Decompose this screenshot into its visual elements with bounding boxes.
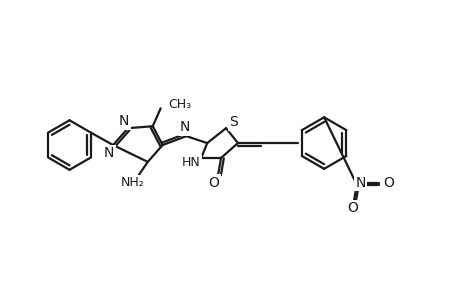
Text: HN: HN	[182, 156, 200, 170]
Text: S: S	[229, 115, 238, 129]
Text: N: N	[118, 114, 129, 128]
Text: CH₃: CH₃	[168, 98, 191, 111]
Text: O: O	[347, 202, 358, 215]
Text: O: O	[208, 176, 219, 190]
Text: NH₂: NH₂	[121, 176, 145, 189]
Text: N: N	[355, 176, 365, 190]
Text: N: N	[104, 146, 114, 160]
Text: N: N	[179, 120, 189, 134]
Text: O: O	[382, 176, 393, 190]
